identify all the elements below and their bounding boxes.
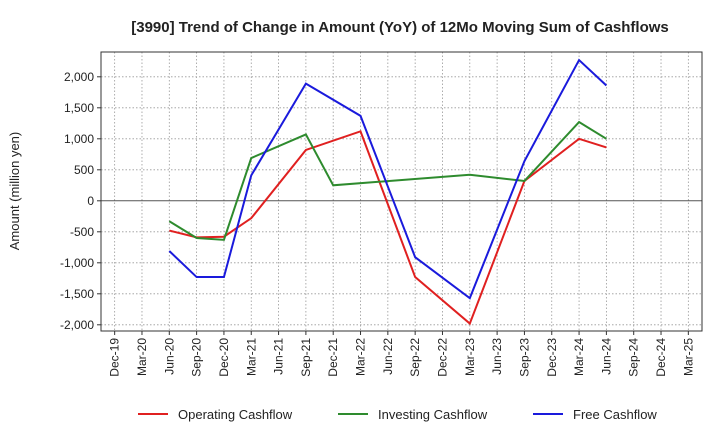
x-tick-label: Sep-22 xyxy=(408,338,422,377)
x-tick-label: Mar-21 xyxy=(244,338,258,376)
x-tick-label: Dec-23 xyxy=(545,338,559,377)
x-tick-label: Jun-24 xyxy=(599,338,613,375)
axes: -2,000 -1,500 -1,000 -500 0 500 1,000 1,500 2,00… xyxy=(60,51,703,377)
x-tick-label: Mar-22 xyxy=(354,338,368,376)
grid xyxy=(101,52,702,331)
x-tick-label: Dec-24 xyxy=(654,338,668,377)
plot-area xyxy=(101,52,702,331)
chart-title: [3990] Trend of Change in Amount (YoY) o… xyxy=(131,19,669,36)
legend-label: Operating Cashflow xyxy=(178,407,293,422)
legend-label: Investing Cashflow xyxy=(378,407,488,422)
y-tick-label: -2,000 xyxy=(60,318,94,332)
x-tick-label: Jun-22 xyxy=(381,338,395,375)
x-tick-label: Sep-20 xyxy=(190,338,204,377)
y-tick-label: -1,000 xyxy=(60,256,94,270)
x-tick-label: Jun-21 xyxy=(272,338,286,375)
x-tick-label: Mar-20 xyxy=(135,338,149,376)
x-tick-label: Sep-23 xyxy=(517,338,531,377)
x-tick-label: Mar-23 xyxy=(463,338,477,376)
x-tick-label: Dec-20 xyxy=(217,338,231,377)
x-tick-label: Dec-19 xyxy=(108,338,122,377)
series-line-free-cashflow xyxy=(168,58,608,300)
plot-frame xyxy=(100,51,703,332)
y-tick-label: 2,000 xyxy=(64,70,94,84)
y-axis-label: Amount (million yen) xyxy=(7,132,22,251)
y-tick-label: 1,000 xyxy=(64,132,94,146)
series-layer xyxy=(168,58,608,326)
y-tick-label: 1,500 xyxy=(64,101,94,115)
x-tick-label: Mar-25 xyxy=(681,338,695,376)
series-line-operating-cashflow xyxy=(169,130,607,326)
plot-background xyxy=(101,52,702,331)
legend: Operating Cashflow Investing Cashflow Free… xyxy=(138,407,657,422)
x-tick-label: Dec-21 xyxy=(326,338,340,377)
y-tick-label: 0 xyxy=(87,194,94,208)
x-tick-label: Dec-22 xyxy=(435,338,449,377)
legend-label: Free Cashflow xyxy=(573,407,657,422)
x-tick-label: Jun-20 xyxy=(162,338,176,375)
x-tick-label: Mar-24 xyxy=(572,338,586,376)
x-tick-label: Sep-24 xyxy=(627,338,641,377)
y-tick-label: -1,500 xyxy=(60,287,94,301)
x-tick-label: Jun-23 xyxy=(490,338,504,375)
y-tick-label: 500 xyxy=(74,163,94,177)
y-tick-label: -500 xyxy=(70,225,94,239)
x-tick-label: Sep-21 xyxy=(299,338,313,377)
series-line-investing-cashflow xyxy=(168,120,607,241)
